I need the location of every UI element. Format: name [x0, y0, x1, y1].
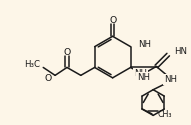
Text: O: O — [63, 48, 71, 57]
Text: CH₃: CH₃ — [158, 110, 172, 119]
Text: H₃C: H₃C — [24, 60, 40, 69]
Text: NH: NH — [134, 69, 147, 78]
Text: NH: NH — [137, 73, 150, 82]
Text: HN: HN — [174, 47, 187, 56]
Text: NH: NH — [138, 40, 151, 49]
Text: NH: NH — [164, 75, 177, 84]
Text: O: O — [45, 74, 52, 83]
Text: O: O — [109, 16, 116, 26]
